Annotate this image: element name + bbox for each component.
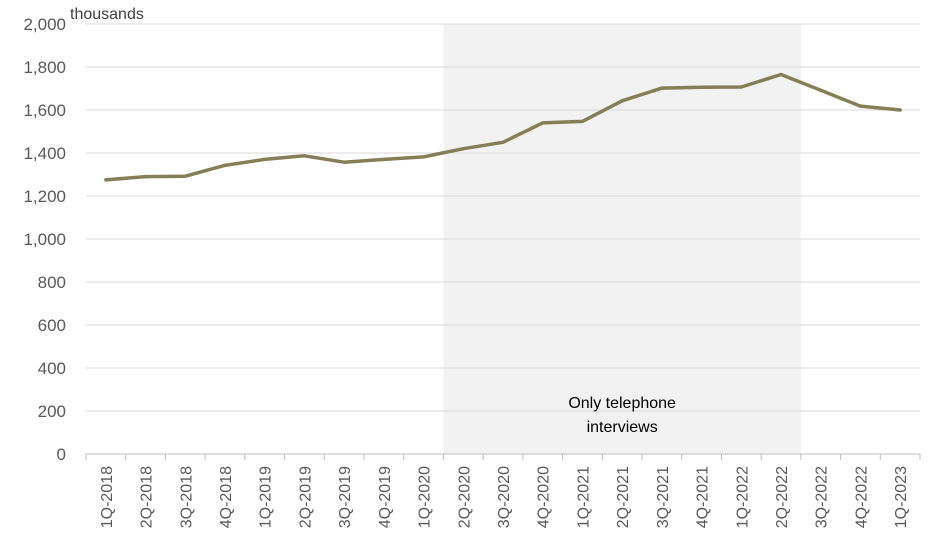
data-point-1Q-2020 bbox=[421, 155, 426, 159]
annotation-line-2: interviews bbox=[587, 419, 658, 436]
data-point-2Q-2020 bbox=[461, 147, 465, 151]
data-point-1Q-2019 bbox=[263, 157, 267, 162]
data-point-1Q-2023 bbox=[898, 108, 902, 112]
x-tick-label: 1Q-2020 bbox=[417, 466, 434, 528]
data-point-2Q-2021 bbox=[620, 99, 624, 103]
data-point-4Q-2018 bbox=[223, 163, 227, 167]
x-tick-label: 3Q-2021 bbox=[655, 466, 672, 528]
data-points bbox=[104, 72, 902, 182]
x-tick-label: 4Q-2018 bbox=[218, 466, 235, 528]
x-tick-label: 3Q-2020 bbox=[496, 466, 513, 528]
x-tick-label: 3Q-2018 bbox=[178, 466, 195, 528]
data-point-2Q-2022 bbox=[779, 72, 783, 77]
data-point-3Q-2020 bbox=[501, 140, 505, 144]
x-tick-label: 3Q-2022 bbox=[814, 466, 831, 528]
x-tick-label: 1Q-2022 bbox=[734, 466, 751, 528]
y-tick-label: 1,000 bbox=[23, 230, 66, 249]
y-tick-label: 2,000 bbox=[23, 15, 66, 34]
x-tick-label: 1Q-2018 bbox=[99, 466, 116, 528]
y-axis: 0 200 400 600 800 1,000 1,200 1,400 1,600 1,800 2,… bbox=[23, 15, 66, 464]
data-point-2Q-2018 bbox=[143, 175, 148, 179]
x-tick-label: 4Q-2020 bbox=[536, 466, 553, 528]
x-tick-label: 2Q-2021 bbox=[615, 466, 632, 528]
x-axis: 1Q-2018 2Q-2018 3Q-2018 4Q-2018 1Q-2019 2Q-20… bbox=[85, 454, 921, 528]
x-tick-label: 3Q-2019 bbox=[337, 466, 354, 528]
y-unit-label: thousands bbox=[70, 6, 144, 23]
data-point-2Q-2019 bbox=[302, 154, 307, 158]
x-tick-label: 4Q-2019 bbox=[377, 466, 394, 528]
x-tick-label: 2Q-2020 bbox=[456, 466, 473, 528]
x-tick-label: 2Q-2022 bbox=[774, 466, 791, 528]
data-point-4Q-2020 bbox=[541, 121, 545, 125]
y-tick-label: 1,600 bbox=[23, 101, 66, 120]
x-tick-label: 4Q-2021 bbox=[695, 466, 712, 528]
y-tick-label: 1,800 bbox=[23, 58, 66, 77]
x-tick-label: 1Q-2023 bbox=[893, 466, 910, 528]
data-point-1Q-2018 bbox=[104, 178, 108, 182]
x-tick-label: 1Q-2021 bbox=[575, 466, 592, 528]
y-tick-label: 0 bbox=[57, 445, 66, 464]
data-point-4Q-2019 bbox=[382, 157, 386, 162]
y-tick-label: 1,400 bbox=[23, 144, 66, 163]
x-tick-label: 2Q-2018 bbox=[139, 466, 156, 528]
data-point-1Q-2021 bbox=[580, 119, 585, 123]
y-tick-label: 800 bbox=[38, 273, 66, 292]
data-point-3Q-2018 bbox=[183, 174, 187, 178]
data-point-4Q-2022 bbox=[858, 104, 863, 108]
annotation-line-1: Only telephone bbox=[568, 395, 676, 412]
y-tick-label: 400 bbox=[38, 359, 66, 378]
y-tick-label: 200 bbox=[38, 402, 66, 421]
data-point-3Q-2021 bbox=[660, 86, 664, 90]
x-tick-label: 1Q-2019 bbox=[258, 466, 275, 528]
data-point-3Q-2019 bbox=[342, 160, 346, 164]
data-point-1Q-2022 bbox=[739, 85, 743, 89]
y-tick-label: 1,200 bbox=[23, 187, 66, 206]
gridlines bbox=[86, 23, 920, 412]
data-point-3Q-2022 bbox=[819, 88, 823, 92]
data-point-4Q-2021 bbox=[699, 85, 704, 89]
x-tick-label: 2Q-2019 bbox=[297, 466, 314, 528]
x-tick-label: 4Q-2022 bbox=[853, 466, 870, 528]
y-tick-label: 600 bbox=[38, 316, 66, 335]
